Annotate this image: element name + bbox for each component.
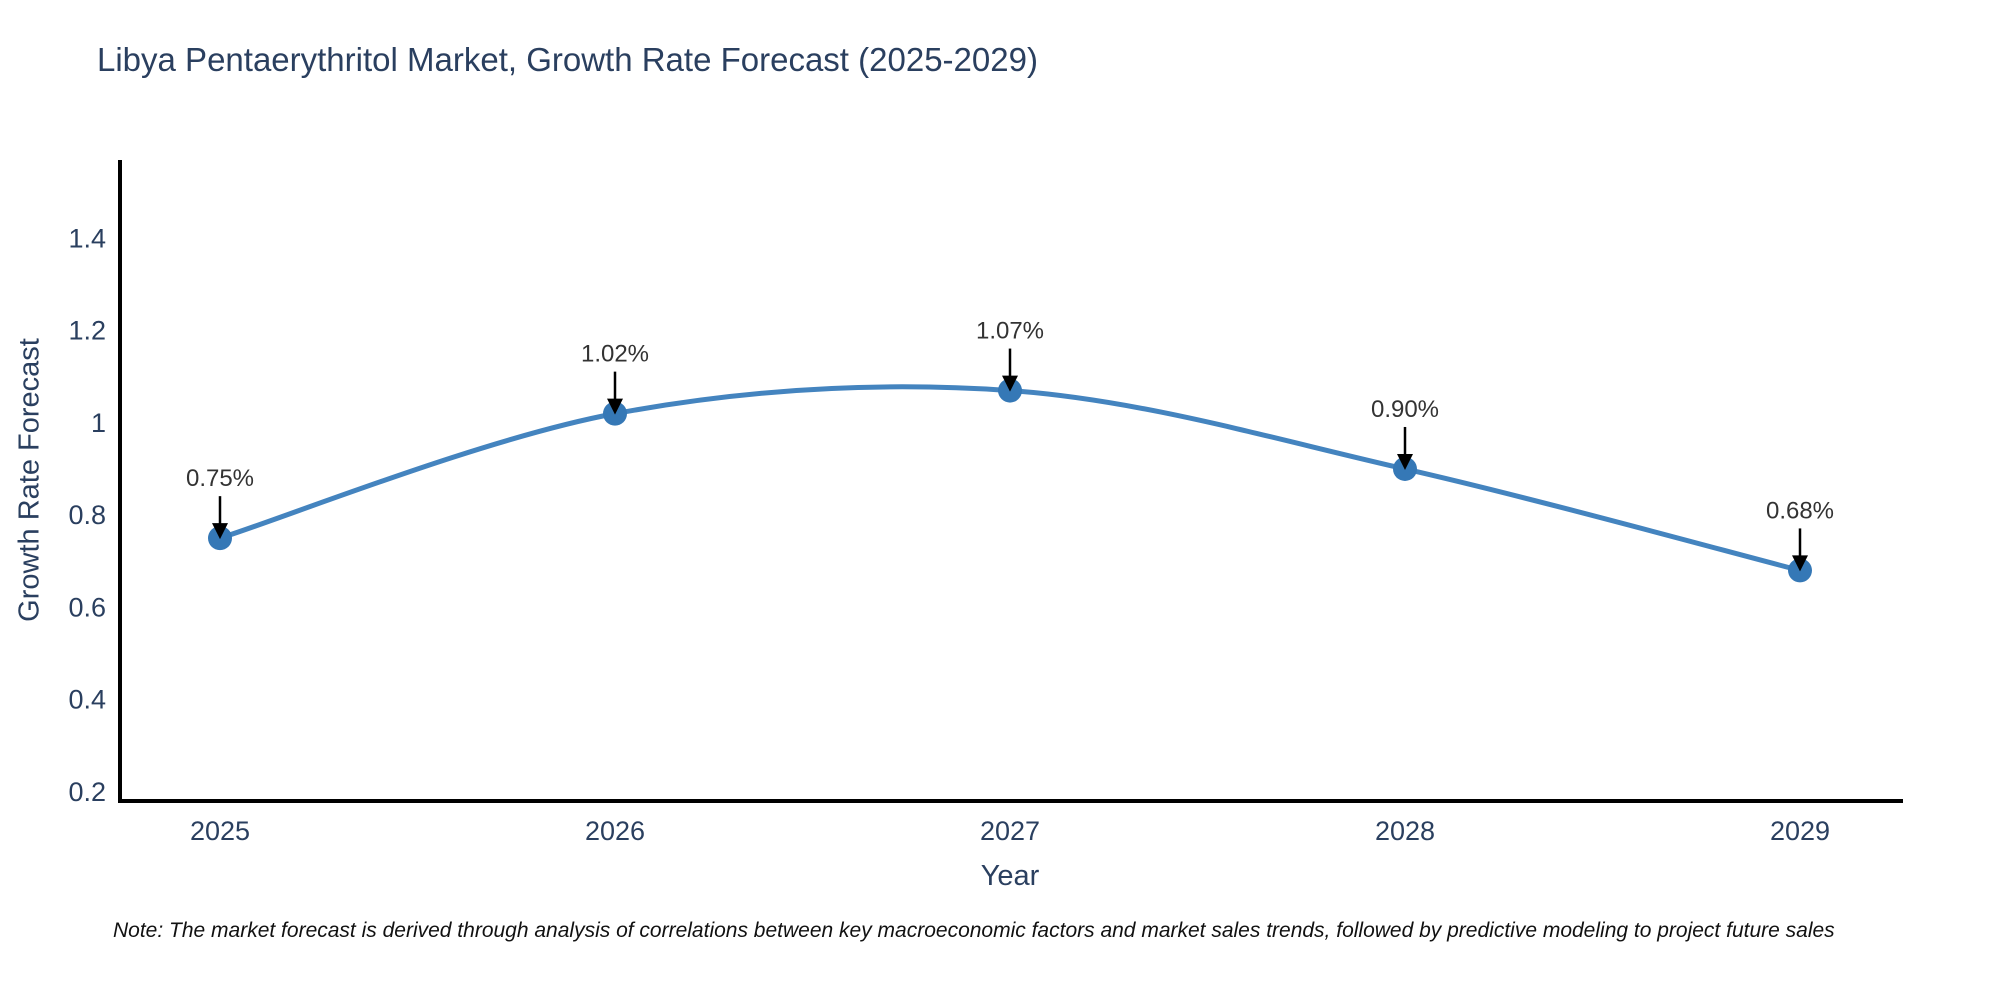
y-tick-label: 0.8 bbox=[68, 500, 106, 530]
y-tick-label: 1.2 bbox=[68, 316, 106, 346]
x-tick-label: 2026 bbox=[585, 816, 645, 846]
annotation-arrow-head bbox=[1397, 453, 1413, 470]
y-tick-label: 1 bbox=[91, 408, 106, 438]
data-point-label: 1.07% bbox=[976, 318, 1044, 345]
data-point-label: 0.75% bbox=[186, 465, 254, 492]
data-point-label: 1.02% bbox=[581, 341, 649, 368]
data-point-label: 0.90% bbox=[1371, 396, 1439, 423]
annotation-arrow-head bbox=[1002, 375, 1018, 392]
annotation-arrow-head bbox=[212, 523, 228, 540]
footnote: Note: The market forecast is derived thr… bbox=[113, 919, 1835, 942]
annotation-arrow-head bbox=[607, 398, 623, 415]
x-tick-label: 2028 bbox=[1375, 816, 1435, 846]
data-point-label: 0.68% bbox=[1766, 497, 1834, 524]
y-tick-label: 0.6 bbox=[68, 592, 106, 622]
y-tick-label: 1.4 bbox=[68, 223, 106, 253]
y-tick-label: 0.4 bbox=[68, 685, 106, 715]
annotation-arrow-head bbox=[1792, 555, 1808, 572]
x-tick-label: 2029 bbox=[1770, 816, 1830, 846]
series-line bbox=[217, 384, 1803, 573]
y-tick-label: 0.2 bbox=[68, 777, 106, 807]
chart-title: Libya Pentaerythritol Market, Growth Rat… bbox=[97, 41, 1038, 78]
x-axis-title: Year bbox=[980, 860, 1040, 892]
x-tick-label: 2027 bbox=[980, 816, 1040, 846]
y-axis-title: Growth Rate Forecast bbox=[13, 338, 46, 622]
x-tick-label: 2025 bbox=[190, 816, 250, 846]
